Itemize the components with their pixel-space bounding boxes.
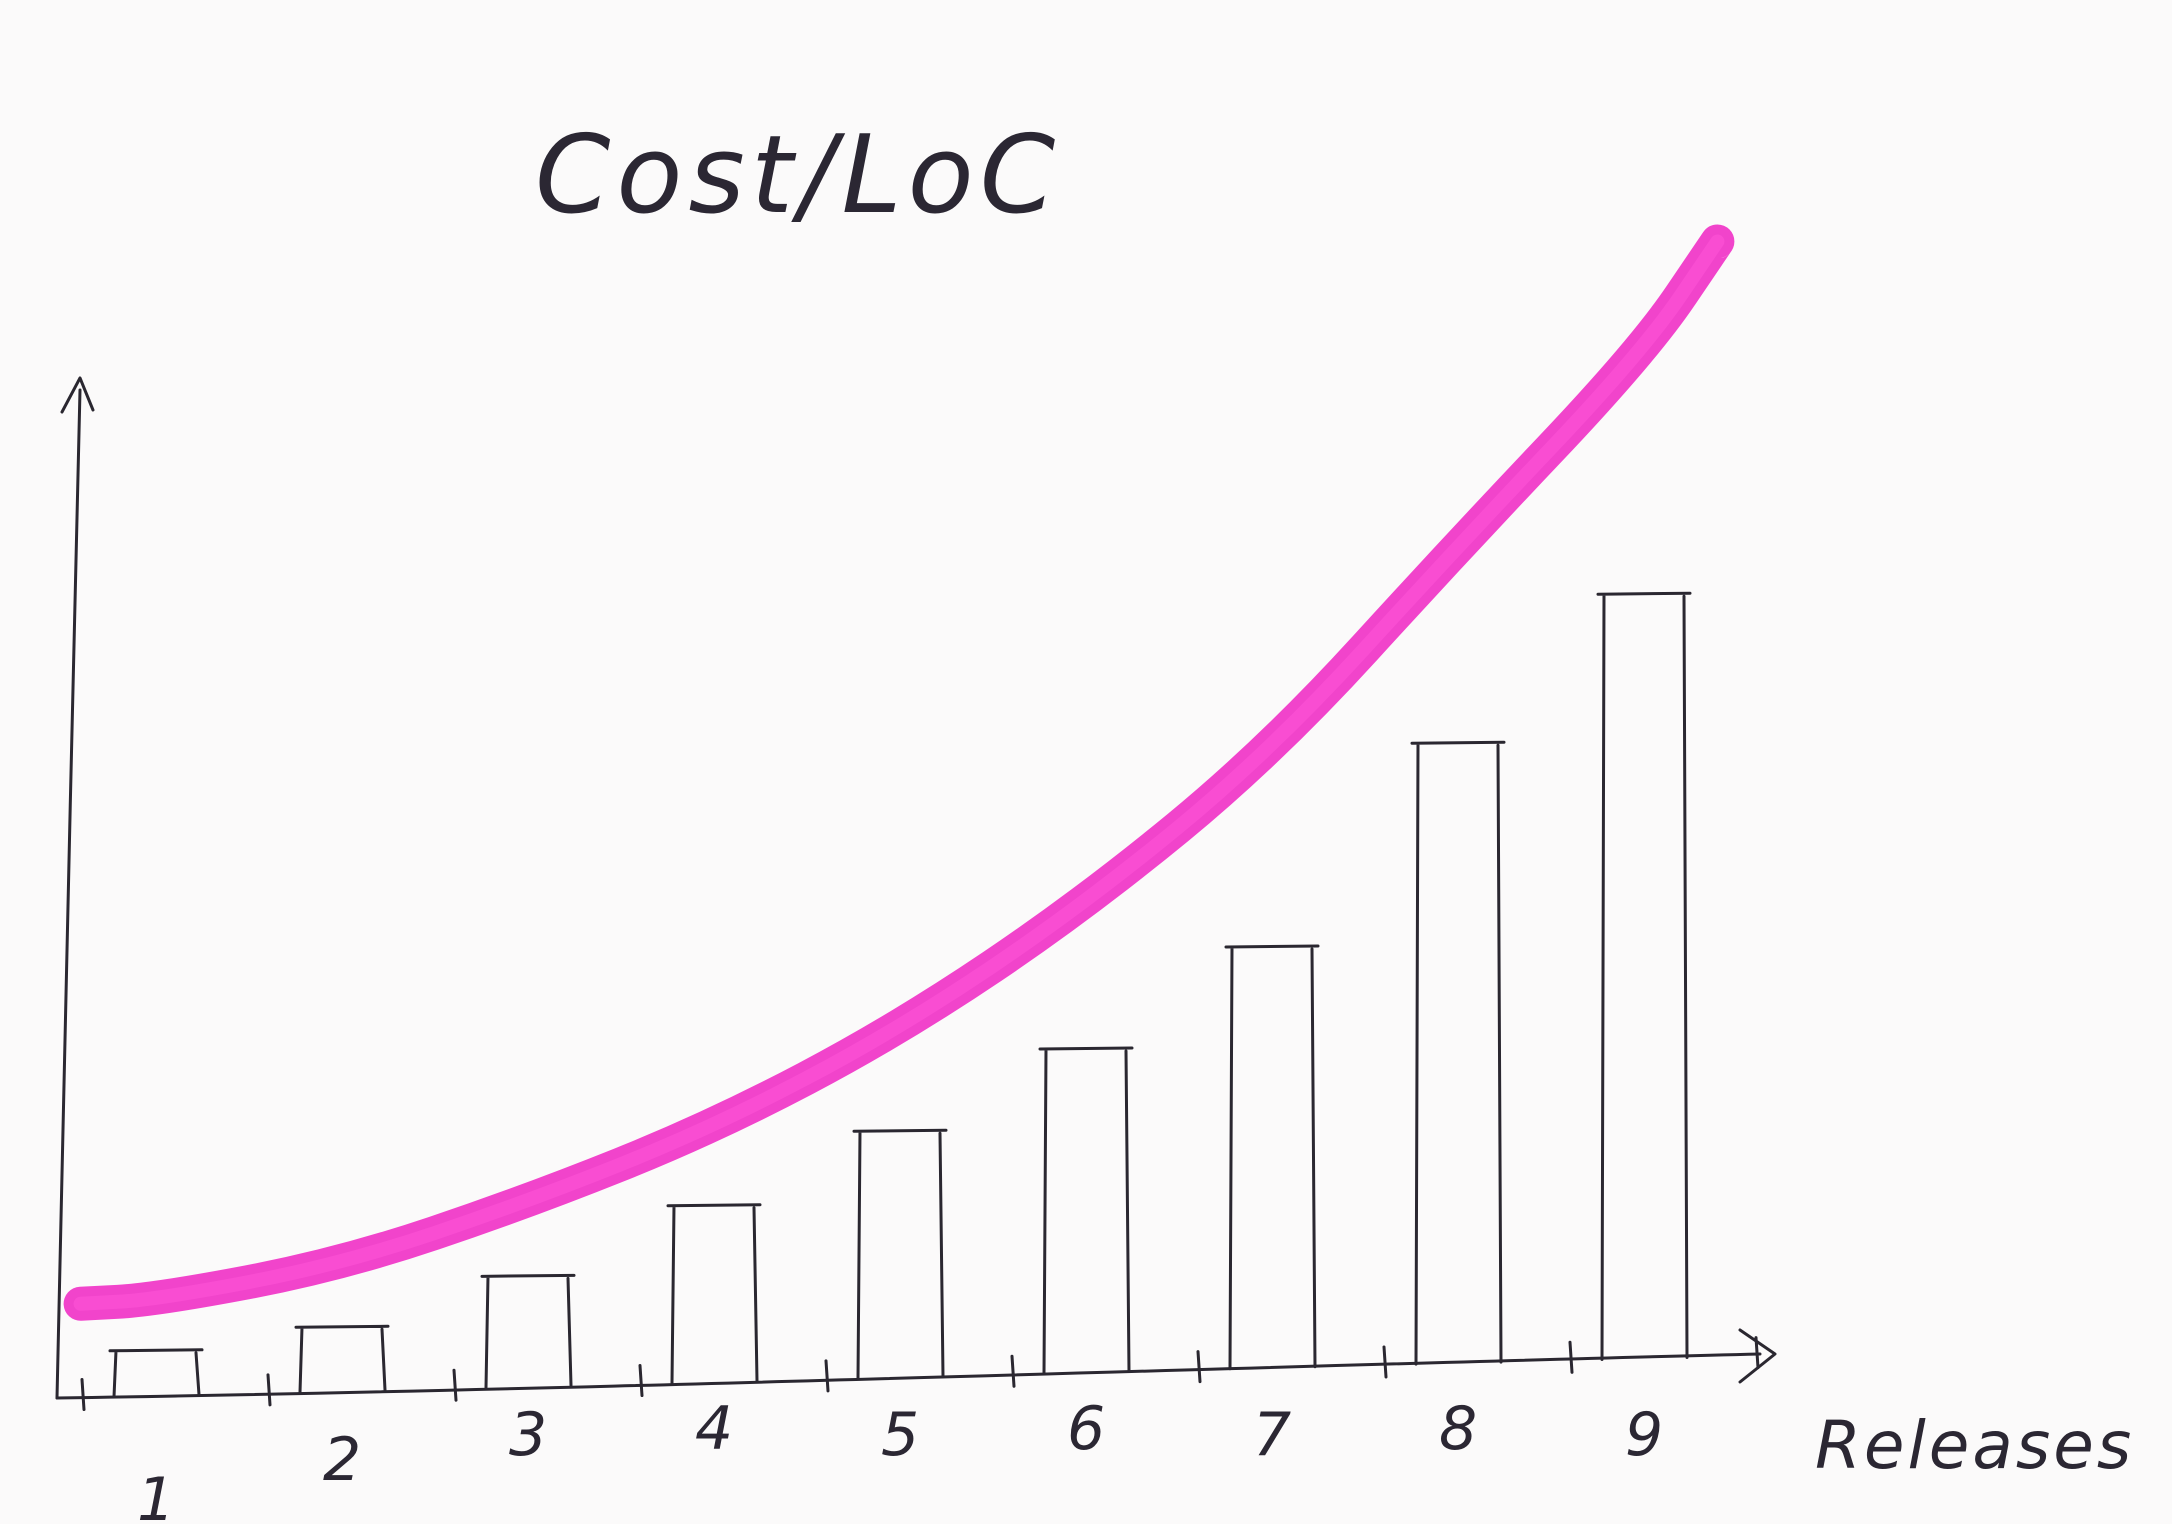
x-tick-7 xyxy=(1382,1345,1388,1379)
bar-8 xyxy=(1410,740,1506,1366)
x-tick-2 xyxy=(452,1368,458,1402)
trend-line xyxy=(63,224,1735,1321)
x-ticks xyxy=(80,1336,1760,1411)
x-tick-9 xyxy=(1754,1336,1760,1370)
x-tick-label-5: 5 xyxy=(881,1400,919,1470)
x-tick-label-9: 9 xyxy=(1625,1400,1663,1470)
x-axis-label: Releases xyxy=(1815,1407,2134,1484)
trend-line-sheen xyxy=(73,234,1725,1311)
trend-curve xyxy=(63,224,1735,1321)
y-axis-line xyxy=(55,388,82,1400)
x-tick-1 xyxy=(266,1373,272,1407)
x-tick-label-6: 6 xyxy=(1067,1394,1105,1464)
bar-6 xyxy=(1038,1046,1134,1375)
x-axis-line xyxy=(55,1352,1762,1400)
x-tick-8 xyxy=(1568,1340,1574,1374)
bars xyxy=(108,591,1692,1399)
x-tick-labels: 1 2 3 4 5 6 7 8 9 xyxy=(137,1394,1663,1524)
x-tick-3 xyxy=(638,1364,644,1398)
bar-3 xyxy=(480,1273,576,1389)
x-tick-label-8: 8 xyxy=(1439,1394,1477,1464)
x-axis-arrow xyxy=(1738,1328,1777,1384)
bar-4 xyxy=(666,1203,762,1385)
x-tick-label-1: 1 xyxy=(137,1465,175,1524)
x-tick-0 xyxy=(80,1378,86,1411)
x-tick-5 xyxy=(1010,1354,1016,1388)
bar-7 xyxy=(1224,944,1320,1371)
bar-1 xyxy=(108,1348,204,1399)
x-tick-label-4: 4 xyxy=(695,1394,733,1464)
x-tick-label-7: 7 xyxy=(1253,1400,1291,1470)
y-axis-arrow xyxy=(60,376,95,414)
chart-title: Cost/LoC xyxy=(535,113,1061,238)
bar-9 xyxy=(1596,591,1692,1361)
x-tick-4 xyxy=(824,1359,830,1393)
x-tick-6 xyxy=(1196,1350,1202,1384)
bar-2 xyxy=(294,1324,390,1394)
x-tick-label-3: 3 xyxy=(509,1400,547,1470)
x-tick-label-2: 2 xyxy=(323,1425,361,1495)
plot-area: 1 2 3 4 5 6 7 8 9 xyxy=(55,224,1777,1524)
bar-5 xyxy=(852,1128,948,1380)
